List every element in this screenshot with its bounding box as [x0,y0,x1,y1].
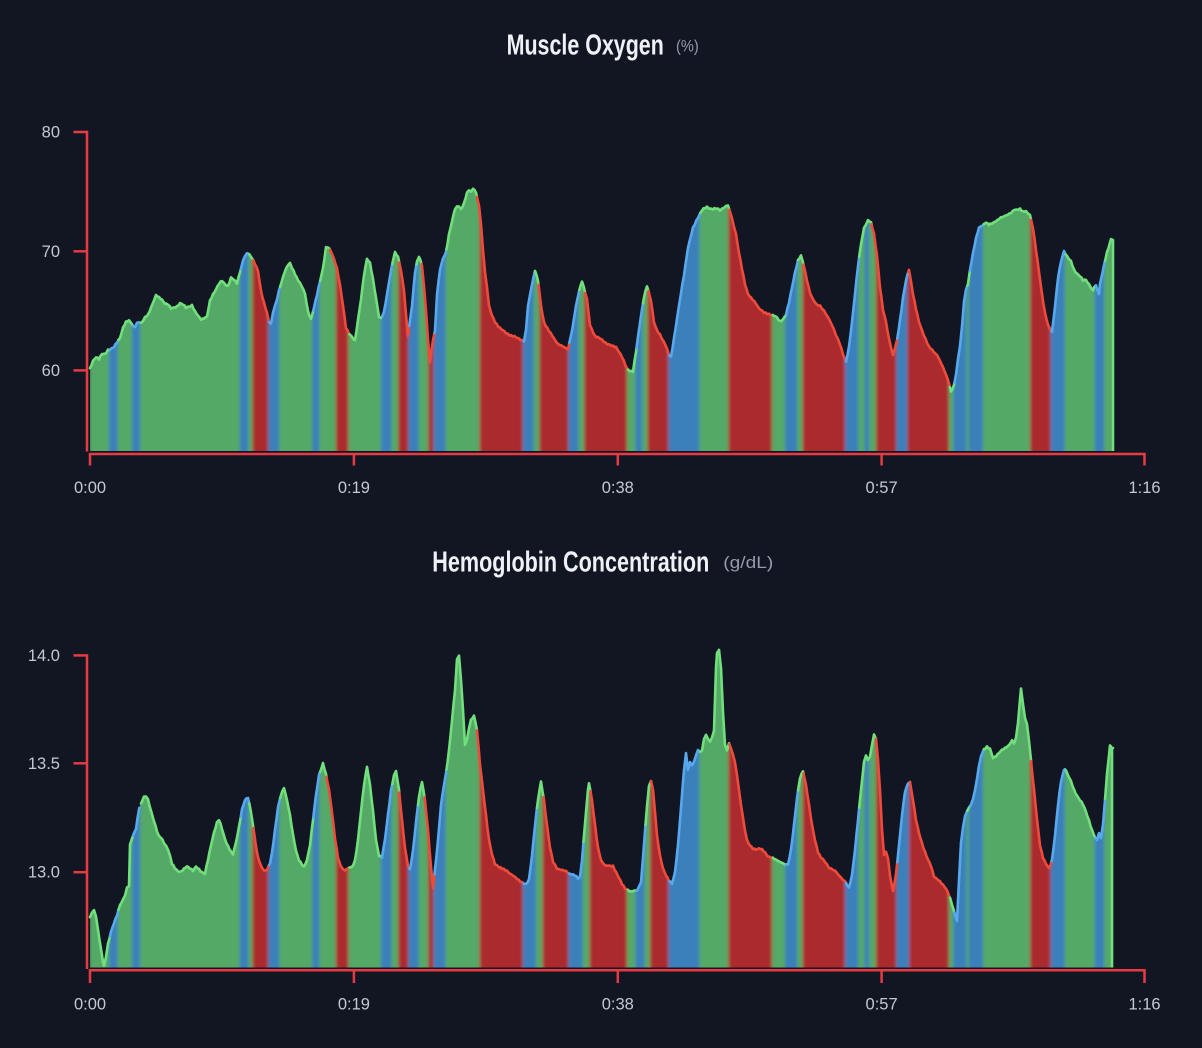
svg-text:Hemoglobin Concentration: Hemoglobin Concentration [432,547,709,579]
svg-text:(g/dL): (g/dL) [723,553,773,572]
svg-text:Muscle Oxygen: Muscle Oxygen [507,30,664,62]
svg-text:0:00: 0:00 [74,479,106,497]
svg-text:1:16: 1:16 [1128,996,1160,1014]
svg-text:60: 60 [42,362,60,380]
svg-text:0:38: 0:38 [602,996,634,1014]
svg-text:13.0: 13.0 [28,864,60,882]
svg-text:80: 80 [42,124,60,142]
svg-text:0:38: 0:38 [602,479,634,497]
svg-text:0:00: 0:00 [74,996,106,1014]
svg-text:0:19: 0:19 [338,996,370,1014]
svg-text:(%): (%) [676,37,699,56]
svg-text:14.0: 14.0 [28,647,60,665]
svg-text:13.5: 13.5 [28,755,60,773]
svg-text:0:57: 0:57 [866,479,898,497]
svg-text:1:16: 1:16 [1128,479,1160,497]
svg-text:0:57: 0:57 [866,996,898,1014]
svg-text:70: 70 [42,243,60,261]
svg-text:0:19: 0:19 [338,479,370,497]
